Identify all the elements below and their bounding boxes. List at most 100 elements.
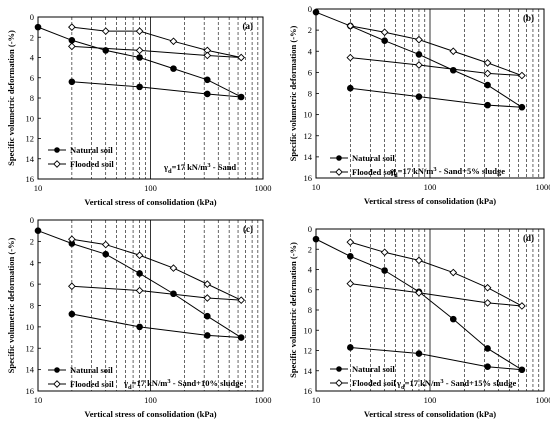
data-point-flooded	[238, 297, 244, 303]
data-point-flooded	[204, 295, 210, 301]
legend-marker-natural	[54, 367, 60, 373]
data-point-natural	[416, 351, 422, 357]
y-axis-label: Specific volumetric deformation (-%)	[6, 30, 16, 166]
data-point-flooded	[484, 60, 490, 66]
data-point-flooded	[204, 52, 210, 58]
material-note-tail: - Sand+10% sludge	[171, 378, 244, 388]
y-tick-label: 2	[308, 244, 312, 254]
y-tick-label: 14	[26, 365, 35, 375]
y-tick-label: 12	[26, 343, 35, 353]
data-point-natural	[137, 271, 143, 277]
data-point-natural	[205, 313, 211, 319]
x-tick-label: 10	[312, 182, 321, 192]
y-axis-label: Specific volumetric deformation (-%)	[288, 25, 298, 161]
material-note-rest: =17 kN/m	[132, 378, 168, 388]
y-tick-label: 16	[26, 386, 35, 396]
data-point-natural	[205, 333, 211, 339]
material-note: γd=17 kN/m3 - Sand+10% sludge	[123, 378, 243, 391]
data-point-natural	[382, 38, 388, 44]
data-point-natural	[485, 364, 491, 370]
y-tick-label: 12	[304, 131, 313, 141]
data-point-natural	[137, 84, 143, 90]
y-tick-label: 2	[30, 236, 34, 246]
y-tick-label: 0	[30, 12, 34, 22]
y-tick-label: 0	[308, 4, 312, 14]
y-tick-label: 6	[30, 73, 34, 83]
data-point-natural	[416, 52, 422, 58]
legend-entry: Natural soil	[70, 145, 113, 155]
data-point-natural	[238, 94, 244, 100]
y-tick-label: 10	[26, 322, 35, 332]
y-tick-label: 6	[308, 67, 312, 77]
data-point-flooded	[484, 70, 490, 76]
data-point-natural	[313, 9, 319, 15]
data-point-natural	[348, 85, 354, 91]
x-axis-label: Vertical stress of consolidation (kPa)	[364, 409, 496, 419]
y-tick-label: 2	[30, 32, 34, 42]
data-point-flooded	[484, 300, 490, 306]
series-line-flooded	[72, 27, 241, 57]
x-tick-label: 100	[424, 182, 437, 192]
material-note-rest: =17 kN/m	[398, 166, 434, 176]
legend-entry: Flooded soil	[70, 159, 114, 169]
y-tick-label: 12	[26, 134, 35, 144]
data-point-flooded	[238, 54, 244, 60]
y-tick-label: 4	[308, 46, 313, 56]
data-point-flooded	[136, 287, 142, 293]
data-point-natural	[450, 316, 456, 322]
legend-entry: Natural soil	[70, 365, 113, 375]
y-tick-label: 2	[308, 25, 312, 35]
data-point-natural	[103, 251, 109, 257]
data-point-flooded	[347, 54, 353, 60]
panel-label: (b)	[523, 13, 534, 23]
y-axis-label: Specific volumetric deformation (-%)	[6, 237, 16, 373]
data-point-flooded	[170, 265, 176, 271]
data-point-natural	[519, 367, 525, 373]
data-point-flooded	[136, 252, 142, 258]
data-point-natural	[137, 324, 143, 330]
series-line-flooded	[350, 26, 522, 76]
x-tick-label: 1000	[255, 183, 272, 193]
data-point-natural	[35, 228, 41, 234]
data-point-natural	[313, 236, 319, 242]
data-point-flooded	[69, 43, 75, 49]
x-tick-label: 10	[312, 395, 321, 405]
x-tick-label: 1000	[255, 395, 272, 405]
y-tick-label: 4	[308, 265, 313, 275]
legend-marker-flooded	[336, 169, 342, 175]
data-point-natural	[485, 102, 491, 108]
data-point-flooded	[381, 29, 387, 35]
x-tick-label: 100	[424, 395, 437, 405]
y-tick-label: 10	[26, 113, 35, 123]
data-point-natural	[171, 66, 177, 72]
data-point-flooded	[416, 36, 422, 42]
y-tick-label: 16	[304, 173, 313, 183]
data-point-flooded	[519, 72, 525, 78]
y-tick-label: 14	[26, 154, 35, 164]
legend-marker-natural	[336, 366, 342, 372]
x-axis-label: Vertical stress of consolidation (kPa)	[364, 196, 496, 206]
panel-label: (c)	[243, 224, 253, 234]
data-point-natural	[450, 67, 456, 73]
y-tick-label: 10	[304, 110, 313, 120]
y-tick-label: 8	[30, 301, 34, 311]
y-tick-label: 8	[308, 89, 312, 99]
y-tick-label: 14	[304, 152, 313, 162]
y-tick-label: 0	[30, 215, 34, 225]
material-note-tail: - Sand+15% sludge	[444, 378, 517, 388]
legend-marker-flooded	[336, 380, 342, 386]
data-point-natural	[205, 91, 211, 97]
data-point-natural	[35, 24, 41, 30]
data-point-flooded	[204, 281, 210, 287]
legend-marker-flooded	[54, 161, 60, 167]
x-tick-label: 10	[34, 395, 43, 405]
data-point-flooded	[347, 239, 353, 245]
material-note: γd=17 kN/m3 - Sand+5% sludge	[389, 166, 505, 179]
y-tick-label: 8	[308, 305, 312, 315]
data-point-flooded	[170, 38, 176, 44]
data-point-flooded	[136, 28, 142, 34]
y-tick-label: 10	[304, 325, 313, 335]
